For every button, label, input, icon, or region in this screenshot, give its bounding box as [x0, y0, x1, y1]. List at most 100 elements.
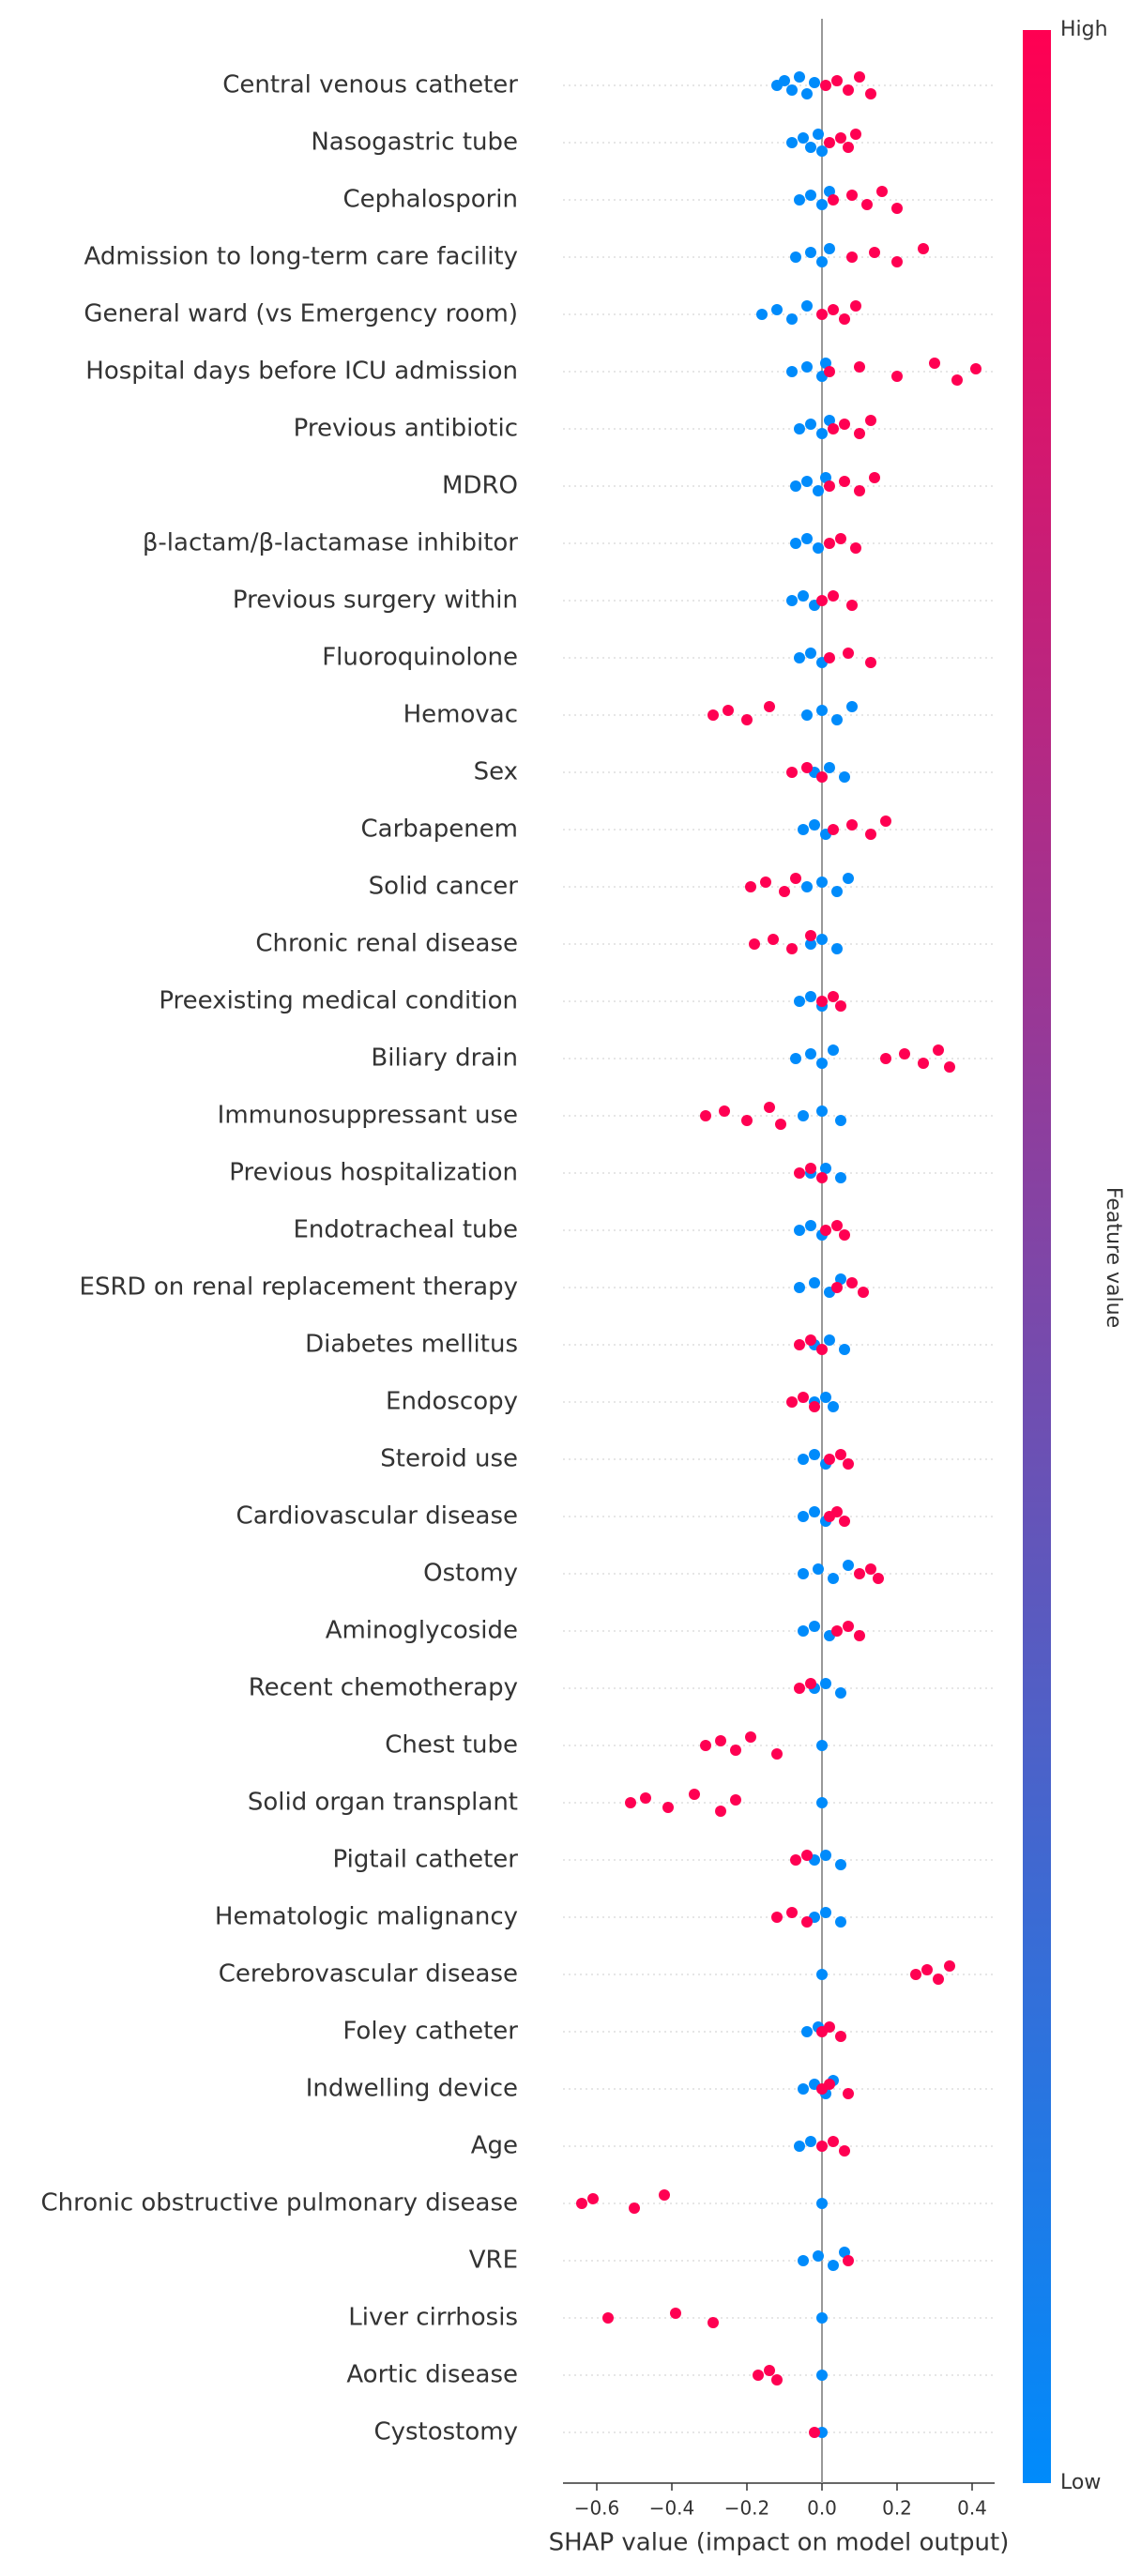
- shap-dot: [760, 876, 771, 888]
- shap-dot: [820, 1907, 831, 1918]
- shap-dot: [816, 934, 828, 945]
- shap-dot: [835, 1859, 846, 1870]
- shap-dot: [786, 313, 798, 325]
- shap-dot: [839, 1229, 850, 1241]
- colorbar: [1023, 30, 1051, 2483]
- feature-label: Cerebrovascular disease: [219, 1960, 518, 1989]
- shap-dot: [835, 533, 846, 544]
- feature-label: β-lactam/β-lactamase inhibitor: [143, 529, 518, 557]
- shap-dot: [813, 129, 824, 140]
- colorbar-low: Low: [1060, 2471, 1101, 2494]
- shap-dot: [805, 1334, 816, 1346]
- shap-dot: [846, 190, 858, 201]
- feature-label: Foley catheter: [342, 2018, 518, 2046]
- shap-dot: [816, 199, 828, 210]
- shap-dot: [809, 1506, 820, 1517]
- shap-dot: [670, 2308, 681, 2319]
- shap-dot: [824, 2021, 835, 2033]
- shap-dot: [843, 2255, 854, 2266]
- shap-dot: [771, 2374, 783, 2385]
- shap-dot: [839, 313, 850, 325]
- shap-dot: [798, 2255, 809, 2266]
- shap-dot: [794, 1683, 805, 1694]
- shap-dot: [805, 142, 816, 153]
- shap-dot: [824, 1334, 835, 1346]
- shap-dot: [805, 2136, 816, 2147]
- feature-label: ESRD on renal replacement therapy: [80, 1273, 518, 1302]
- shap-dot: [850, 300, 861, 312]
- shap-dot: [816, 145, 828, 157]
- shap-dot: [843, 84, 854, 96]
- shap-dot: [813, 542, 824, 554]
- shap-dot: [854, 1568, 865, 1579]
- shap-dot: [843, 1621, 854, 1632]
- shap-dot: [730, 1745, 741, 1756]
- shap-dot: [816, 1172, 828, 1183]
- shap-dot: [790, 480, 801, 492]
- shap-dot: [820, 1392, 831, 1403]
- shap-dot: [794, 996, 805, 1007]
- shap-dot: [715, 1735, 726, 1746]
- shap-dot: [835, 1916, 846, 1928]
- shap-dot: [786, 767, 798, 778]
- shap-dot: [805, 1220, 816, 1231]
- shap-dot: [798, 1392, 809, 1403]
- shap-dot: [816, 309, 828, 320]
- shap-dot: [801, 881, 813, 892]
- shap-dot: [828, 991, 839, 1002]
- shap-dot: [824, 186, 835, 197]
- shap-dot: [786, 137, 798, 148]
- shap-dot: [708, 709, 719, 721]
- feature-label: Diabetes mellitus: [305, 1331, 518, 1359]
- shap-dot: [816, 2370, 828, 2381]
- shap-dot: [805, 991, 816, 1002]
- shap-dot: [813, 1563, 824, 1575]
- shap-dot: [805, 938, 816, 950]
- shap-dot: [809, 2427, 820, 2438]
- shap-dot: [794, 71, 805, 83]
- shap-dot: [858, 1287, 869, 1298]
- shap-dot: [764, 1102, 775, 1113]
- shap-dot: [790, 1053, 801, 1064]
- shap-dot: [816, 1797, 828, 1808]
- feature-label: Cephalosporin: [342, 186, 518, 214]
- shap-dot: [764, 2365, 775, 2376]
- shap-dot: [865, 1563, 876, 1575]
- shap-dot: [854, 1630, 865, 1641]
- feature-label: Steroid use: [380, 1445, 518, 1473]
- shap-dot: [831, 1506, 843, 1517]
- shap-dot: [741, 1115, 753, 1126]
- shap-dot: [828, 304, 839, 315]
- shap-dot: [918, 243, 929, 254]
- shap-dot: [809, 1449, 820, 1460]
- shap-dot: [854, 71, 865, 83]
- shap-dot: [602, 2312, 614, 2324]
- shap-dot: [794, 1339, 805, 1350]
- shap-dot: [831, 1625, 843, 1637]
- feature-label: Previous hospitalization: [229, 1159, 518, 1187]
- shap-dot: [835, 2031, 846, 2042]
- shap-dot: [839, 419, 850, 430]
- shap-dot: [846, 819, 858, 831]
- shap-dot: [828, 1573, 839, 1584]
- feature-label: Aminoglycoside: [326, 1617, 518, 1645]
- shap-dot: [816, 771, 828, 783]
- shap-dot: [831, 886, 843, 897]
- shap-dot: [745, 1731, 756, 1743]
- shap-dot: [944, 1960, 955, 1972]
- shap-dot: [798, 824, 809, 835]
- shap-dot: [813, 2250, 824, 2262]
- shap-dot: [809, 77, 820, 88]
- shap-dot: [805, 648, 816, 659]
- feature-label: Carbapenem: [360, 815, 518, 844]
- shap-dot: [805, 1678, 816, 1689]
- shap-dot: [824, 762, 835, 773]
- shap-dot: [786, 1396, 798, 1408]
- shap-dot: [933, 1974, 944, 1985]
- feature-label: Endoscopy: [386, 1388, 518, 1416]
- shap-dot: [801, 1916, 813, 1928]
- shap-dot: [865, 415, 876, 426]
- colorbar-label: Feature value: [1102, 1187, 1125, 1328]
- feature-label: Immunosuppressant use: [218, 1102, 518, 1130]
- shap-dot: [801, 709, 813, 721]
